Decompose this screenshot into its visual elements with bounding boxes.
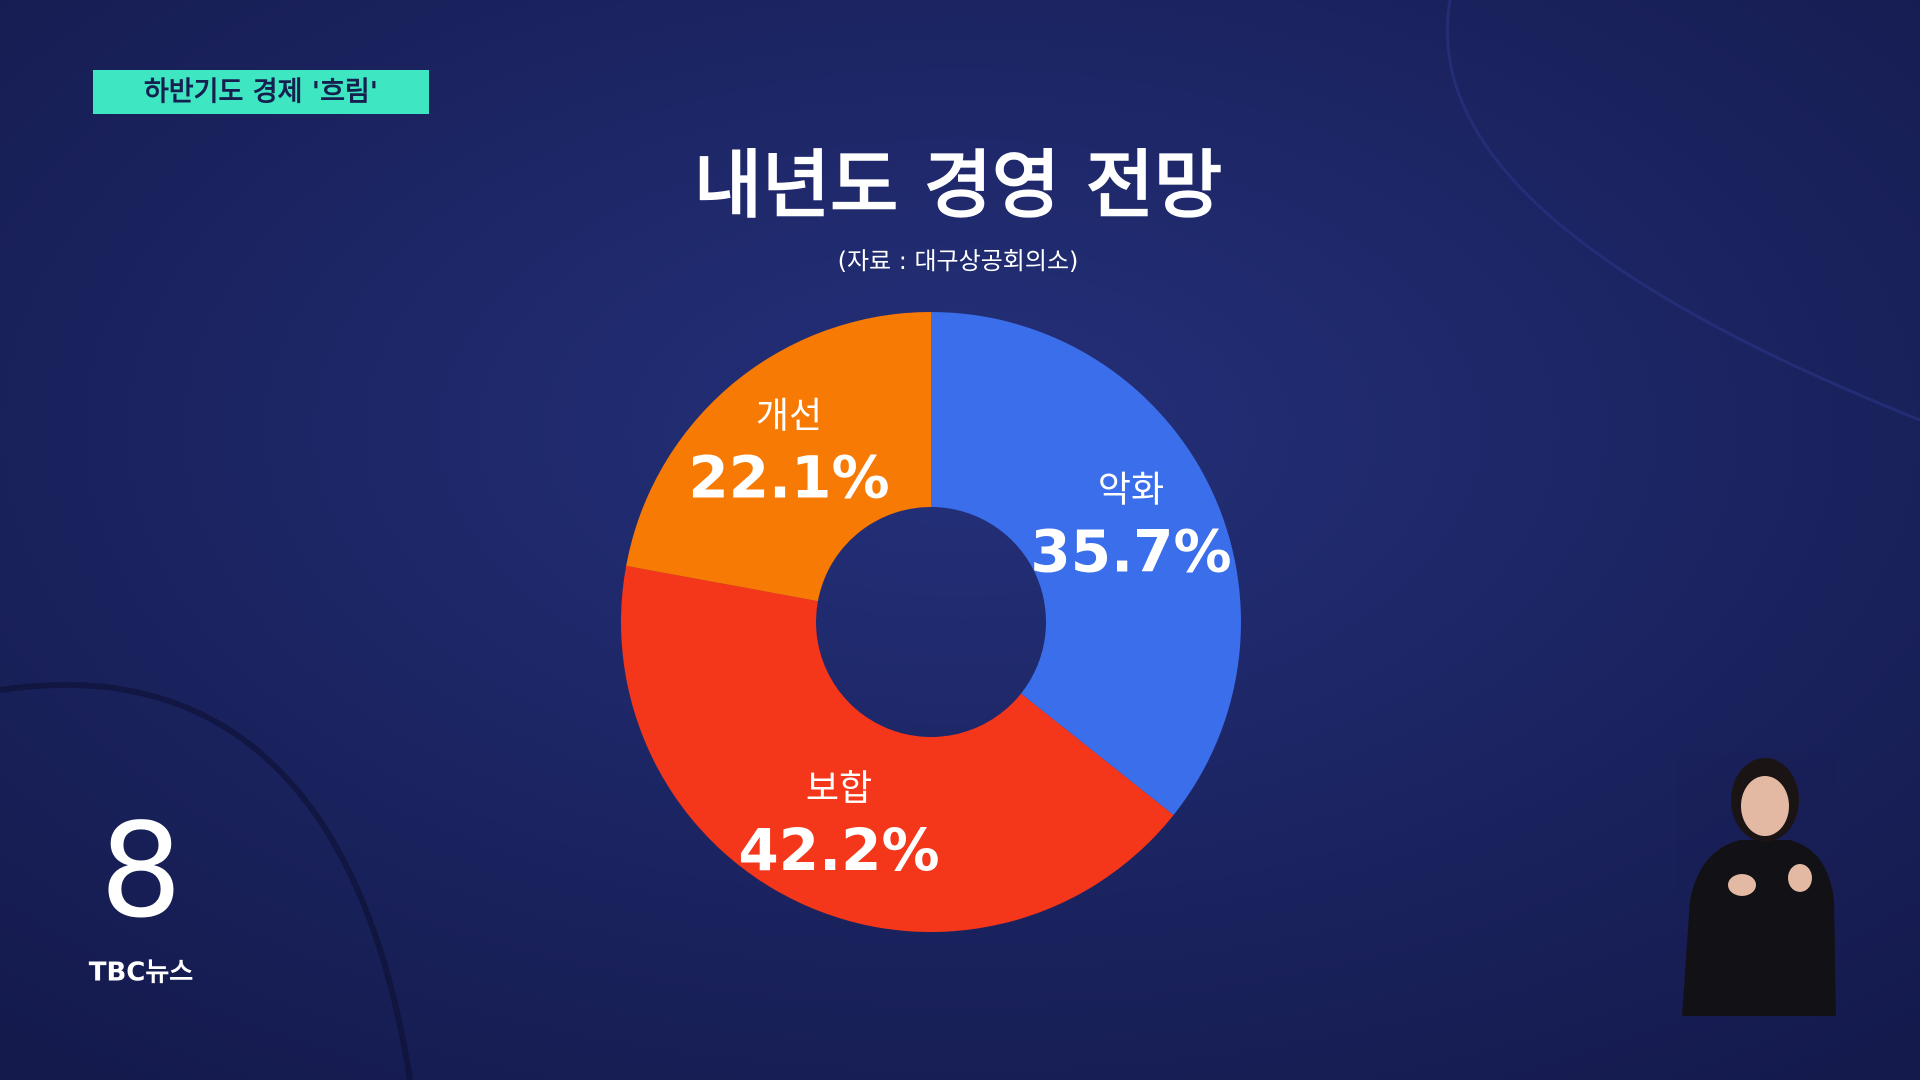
slice [931,312,1241,816]
slice-category: 개선 [756,395,822,436]
slice-value-label: 35.7% [1030,518,1231,586]
interpreter-body [1682,840,1836,1016]
sign-interpreter [1677,753,1837,1016]
slice [626,312,931,602]
interpreter-hand [1788,864,1812,892]
slice-category: 악화 [1098,470,1164,511]
decor-arc [0,681,413,1080]
chart-subtitle: (자료 : 대구상공회의소) [838,247,1079,275]
slice-category: 보합 [806,768,872,809]
channel-name: TBC뉴스 [89,958,194,988]
slice-value-label: 42.2% [738,816,939,884]
interpreter-face [1741,776,1789,836]
chart-title: 내년도 경영 전망 [694,143,1222,229]
topic-tag: 하반기도 경제 '흐림' [144,77,378,108]
logo: 8 [100,795,183,947]
slice [621,565,1174,932]
interpreter-hand [1728,874,1756,896]
slice-value-label: 22.1% [688,444,889,512]
topic-tag-box [93,70,429,114]
decor-arc [1445,0,1920,422]
donut-chart: 악화 35.7% 보합 42.2% 개선 22.1% [621,312,1241,932]
